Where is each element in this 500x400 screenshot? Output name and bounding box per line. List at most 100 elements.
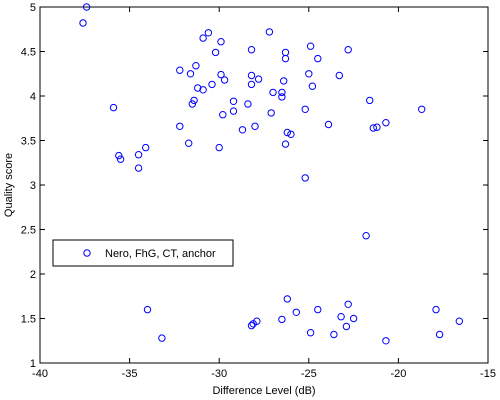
data-point (251, 122, 259, 131)
data-point (190, 96, 198, 105)
legend-box (52, 239, 234, 267)
data-point (79, 19, 87, 27)
y-tick-label: 4.5 (21, 47, 36, 59)
data-point (194, 84, 202, 92)
y-axis-label: Quality score (3, 153, 15, 217)
data-point (305, 70, 313, 78)
data-point (229, 107, 238, 115)
data-point (281, 140, 290, 148)
data-point (278, 88, 286, 97)
data-point (265, 28, 274, 36)
data-point (176, 66, 184, 74)
data-point (220, 76, 229, 84)
x-tick-label: -40 (32, 368, 48, 380)
data-point (301, 105, 309, 114)
data-point (314, 54, 322, 63)
data-point (211, 48, 220, 57)
data-point (287, 130, 295, 139)
data-point (337, 313, 345, 321)
data-point (217, 70, 225, 79)
data-point (219, 111, 227, 119)
data-point (158, 334, 166, 342)
data-point (199, 86, 207, 94)
data-point (455, 317, 463, 325)
x-tick-label: -20 (390, 368, 406, 380)
data-point (280, 77, 288, 85)
data-point (306, 42, 315, 50)
data-point (278, 93, 286, 101)
data-point (204, 29, 213, 37)
y-tick-label: 1.5 (21, 314, 36, 326)
data-point (215, 143, 223, 152)
legend-label: Nero, FhG, CT, anchor (105, 248, 216, 260)
data-point (143, 305, 152, 314)
x-tick-label: -25 (301, 368, 317, 380)
data-point (314, 305, 322, 314)
data-point (199, 34, 207, 42)
data-point (115, 151, 123, 160)
data-point (134, 151, 143, 159)
data-point (292, 308, 300, 316)
data-point (283, 128, 291, 137)
data-point (344, 300, 352, 308)
y-tick-label: 2 (30, 269, 36, 281)
data-point (306, 329, 315, 337)
data-point (382, 119, 390, 127)
x-tick-label: -35 (122, 368, 138, 380)
plot-area (39, 6, 489, 364)
data-point (208, 80, 216, 89)
data-point (342, 322, 351, 331)
data-point (247, 71, 256, 80)
data-point (335, 71, 343, 80)
data-point (82, 3, 91, 11)
data-point (238, 126, 247, 134)
data-point (349, 314, 358, 323)
data-point (373, 123, 381, 131)
data-point (142, 143, 150, 152)
legend-marker (83, 249, 91, 257)
legend: Nero, FhG, CT, anchor (52, 239, 234, 267)
x-tick-label: -30 (211, 368, 227, 380)
data-point (324, 120, 333, 129)
data-point (116, 155, 125, 163)
data-point (247, 46, 256, 54)
y-tick-label: 1 (30, 358, 36, 370)
data-point (134, 164, 143, 172)
data-point (229, 97, 238, 106)
y-tick-label: 5 (30, 2, 36, 14)
data-point (435, 330, 444, 339)
data-point (253, 317, 261, 325)
data-point (244, 100, 252, 108)
data-point (188, 100, 197, 108)
data-points (79, 3, 463, 345)
y-tick-label: 3.5 (21, 136, 36, 148)
data-point (267, 109, 275, 117)
data-point (247, 321, 256, 330)
data-point (176, 122, 184, 131)
data-point (432, 305, 440, 314)
data-point (301, 174, 309, 182)
data-point (186, 70, 195, 78)
data-point (382, 337, 390, 345)
data-point (366, 96, 374, 105)
y-tick-label: 3 (30, 180, 36, 192)
data-point (281, 54, 290, 63)
data-point (217, 38, 225, 46)
data-point (418, 105, 426, 114)
data-point (278, 315, 286, 324)
data-point (330, 330, 338, 339)
data-point (369, 124, 377, 132)
data-point (109, 103, 118, 112)
data-point (283, 295, 291, 303)
y-tick-label: 2.5 (21, 225, 36, 237)
data-point (308, 82, 317, 90)
data-point (247, 80, 256, 89)
x-axis-ticks: -40 -35 -30 -25 -20 -15 (32, 7, 496, 380)
x-tick-label: -15 (480, 368, 496, 380)
data-point (185, 139, 193, 147)
y-tick-label: 4 (30, 91, 36, 103)
data-point (269, 88, 277, 97)
y-axis-ticks: 1 1.5 2 2.5 3 3.5 4 4.5 5 (21, 2, 488, 370)
data-point (344, 46, 352, 54)
